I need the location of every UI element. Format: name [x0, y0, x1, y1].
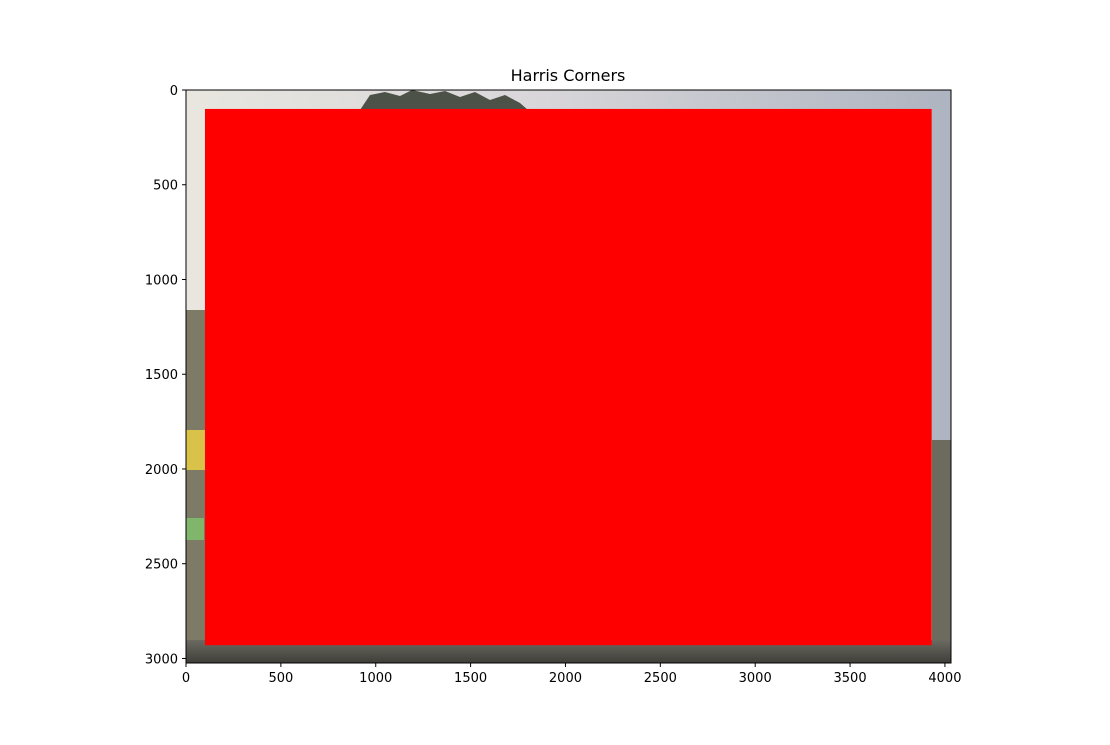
x-tick-label: 500	[268, 671, 293, 686]
y-tick-label: 2000	[145, 463, 178, 478]
x-tick-label: 1500	[454, 671, 487, 686]
y-tick-label: 1000	[145, 273, 178, 288]
photo-ground	[186, 640, 951, 663]
photo-trees	[360, 90, 528, 110]
x-tick-label: 3000	[739, 671, 772, 686]
y-tick-label: 2500	[145, 558, 178, 573]
y-tick-label: 1500	[145, 368, 178, 383]
photo-building-right	[932, 440, 951, 640]
x-tick-label: 2000	[549, 671, 582, 686]
y-tick-label: 3000	[145, 652, 178, 667]
y-tick-label: 500	[153, 179, 178, 194]
x-axis-ticks: 0 500 1000 1500 2000 2500 3000 3500 4000	[182, 663, 961, 686]
photo-window-green	[186, 518, 204, 540]
axes-frame	[185, 89, 952, 664]
y-tick-label: 0	[170, 84, 178, 99]
x-tick-label: 3500	[834, 671, 867, 686]
x-tick-label: 2500	[644, 671, 677, 686]
harris-corner-overlay	[204, 108, 932, 646]
y-axis-ticks: 0 500 1000 1500 2000 2500 3000	[145, 84, 186, 667]
x-tick-label: 1000	[359, 671, 392, 686]
chart-title: Harris Corners	[511, 66, 626, 85]
x-tick-label: 0	[182, 671, 190, 686]
photo-building-left	[186, 310, 208, 640]
x-tick-label: 4000	[928, 671, 961, 686]
photo-window-yellow	[186, 430, 206, 470]
